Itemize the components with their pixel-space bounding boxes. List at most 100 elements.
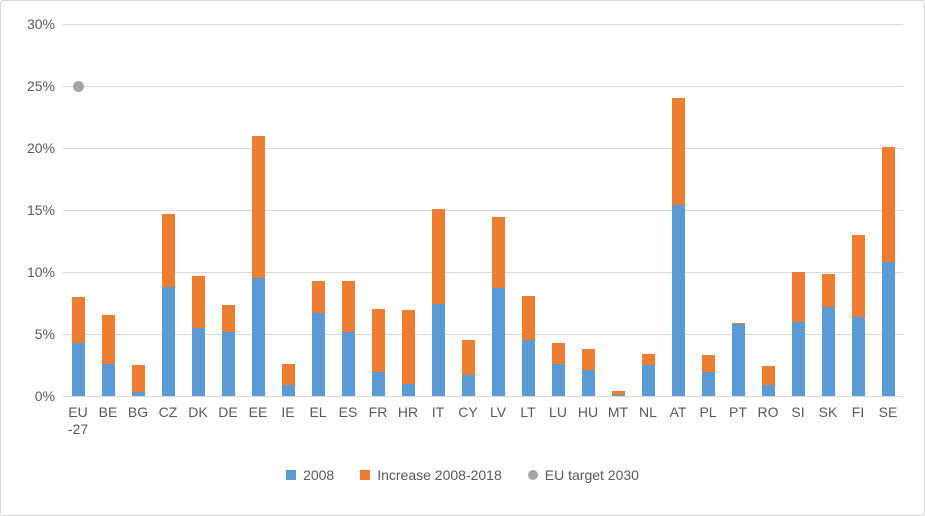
- bar-2008-ES: [341, 331, 355, 396]
- bar-2008-PT: [731, 324, 745, 396]
- bar-2008-DE: [221, 331, 235, 396]
- bar-increase-BG: [131, 365, 145, 393]
- bar-increase-SE: [881, 146, 895, 263]
- bar-increase-RO: [761, 366, 775, 385]
- legend-item-target: EU target 2030: [527, 467, 639, 483]
- y-axis-tick-label: 25%: [26, 78, 55, 94]
- x-axis-tick-label: EU -27: [67, 404, 89, 437]
- x-axis-tick-label: RO: [757, 404, 779, 420]
- x-axis-tick-label: LT: [520, 404, 536, 420]
- bar-increase-DK: [191, 275, 205, 328]
- x-axis-tick-label: IE: [281, 404, 295, 420]
- legend-swatch-target-icon: [527, 470, 538, 480]
- legend-label-target: EU target 2030: [544, 467, 639, 483]
- x-axis-tick-label: LV: [489, 404, 507, 420]
- x-axis-tick-label: DE: [218, 404, 238, 420]
- bar-increase-FR: [371, 309, 385, 373]
- bar-increase-BE: [101, 315, 115, 364]
- bar-2008-FR: [371, 372, 385, 396]
- bar-2008-PL: [701, 372, 715, 396]
- bar-increase-LU: [551, 342, 565, 364]
- bar-2008-SI: [791, 321, 805, 396]
- bar-increase-EU-27: [71, 296, 85, 343]
- bar-increase-SK: [821, 274, 835, 307]
- x-axis-tick-label: PL: [699, 404, 717, 420]
- bar-2008-CZ: [161, 286, 175, 396]
- bar-increase-NL: [641, 353, 655, 365]
- bar-increase-AT: [671, 98, 685, 206]
- legend-item-2008: 2008: [286, 467, 334, 483]
- y-axis-tick-label: 0%: [34, 388, 55, 404]
- legend-swatch-2008-icon: [286, 470, 297, 480]
- bar-2008-LT: [521, 340, 535, 396]
- x-axis-tick-label: NL: [639, 404, 657, 420]
- bar-2008-BE: [101, 363, 115, 396]
- bar-increase-PL: [701, 355, 715, 373]
- gridline-10%: [63, 272, 903, 273]
- gridline-30%: [63, 24, 903, 25]
- y-axis-tick-label: 30%: [26, 16, 55, 32]
- bar-increase-HU: [581, 348, 595, 370]
- bar-increase-ES: [341, 280, 355, 332]
- x-axis-tick-label: SI: [791, 404, 805, 420]
- x-axis-tick-label: EL: [309, 404, 327, 420]
- x-axis-tick-label: FI: [851, 404, 865, 420]
- bar-increase-DE: [221, 305, 235, 332]
- x-axis-tick-label: SK: [818, 404, 838, 420]
- y-axis-tick-label: 15%: [26, 202, 55, 218]
- gridline-15%: [63, 210, 903, 211]
- bar-2008-CY: [461, 374, 475, 396]
- legend-item-increase: Increase 2008-2018: [360, 467, 502, 483]
- bar-increase-CY: [461, 340, 475, 375]
- bar-2008-EE: [251, 278, 265, 396]
- x-axis-tick-label: LU: [549, 404, 567, 420]
- bar-increase-LT: [521, 295, 535, 341]
- x-axis-tick-label: BE: [98, 404, 118, 420]
- x-axis-tick-label: IT: [431, 404, 445, 420]
- bar-2008-SK: [821, 306, 835, 396]
- bar-2008-MT: [611, 394, 625, 396]
- x-axis-tick-label: SE: [878, 404, 898, 420]
- bar-2008-DK: [191, 327, 205, 396]
- x-axis-tick-label: FR: [368, 404, 388, 420]
- gridline-25%: [63, 86, 903, 87]
- bar-increase-CZ: [161, 213, 175, 287]
- bar-2008-LV: [491, 288, 505, 396]
- x-axis-tick-label: CY: [458, 404, 478, 420]
- legend-label-2008: 2008: [303, 467, 335, 483]
- y-axis-tick-label: 10%: [26, 264, 55, 280]
- bar-2008-RO: [761, 384, 775, 396]
- x-axis-tick-label: AT: [669, 404, 687, 420]
- gridline-5%: [63, 334, 903, 335]
- x-axis-tick-label: HR: [397, 404, 419, 420]
- bar-increase-SI: [791, 272, 805, 322]
- y-axis-tick-label: 20%: [26, 140, 55, 156]
- x-axis-tick-label: DK: [188, 404, 208, 420]
- bar-2008-NL: [641, 365, 655, 396]
- bar-2008-HR: [401, 383, 415, 396]
- bar-2008-AT: [671, 205, 685, 396]
- bar-2008-HU: [581, 369, 595, 396]
- gridline-0%: [63, 396, 903, 397]
- x-axis-tick-label: HU: [577, 404, 599, 420]
- bar-2008-LU: [551, 363, 565, 396]
- bar-increase-EL: [311, 280, 325, 313]
- x-axis-tick-label: ES: [338, 404, 358, 420]
- legend-swatch-increase-icon: [360, 470, 371, 480]
- x-axis-tick-label: CZ: [158, 404, 178, 420]
- legend-label-increase: Increase 2008-2018: [377, 467, 502, 483]
- eu-target-2030-marker: [72, 80, 84, 92]
- bar-increase-MT: [611, 391, 625, 395]
- x-axis-tick-label: PT: [729, 404, 747, 420]
- legend: 2008 Increase 2008-2018 EU target 2030: [1, 467, 924, 483]
- bar-increase-HR: [401, 310, 415, 384]
- bar-increase-FI: [851, 234, 865, 317]
- bar-2008-SE: [881, 262, 895, 396]
- bar-2008-BG: [131, 392, 145, 396]
- bar-2008-IT: [431, 304, 445, 396]
- bar-increase-PT: [731, 322, 745, 325]
- x-axis-tick-label: MT: [607, 404, 629, 420]
- bar-increase-IT: [431, 208, 445, 305]
- x-axis-tick-label: EE: [248, 404, 268, 420]
- bar-2008-EU-27: [71, 342, 85, 396]
